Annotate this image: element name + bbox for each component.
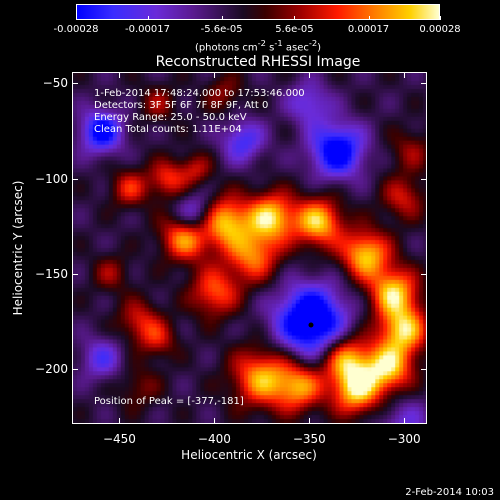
y-tick-mark bbox=[421, 83, 427, 85]
colorbar-tick-label: -5.6e-05 bbox=[200, 24, 243, 35]
info-clean-counts: Clean Total counts: 1.11E+04 bbox=[94, 124, 242, 135]
y-tick-mark bbox=[72, 83, 78, 85]
plot-area bbox=[72, 72, 427, 424]
y-tick-mark bbox=[72, 368, 78, 370]
y-tick-label: −200 bbox=[35, 361, 68, 376]
x-tick-label: −400 bbox=[197, 432, 231, 446]
colorbar-tick-label: 0.00028 bbox=[419, 24, 461, 35]
x-tick-mark bbox=[119, 418, 121, 424]
colorbar-tick-mark bbox=[368, 16, 370, 20]
y-axis-title: Heliocentric Y (arcsec) bbox=[11, 180, 25, 316]
info-detectors: Detectors: 3F 5F 6F 7F 8F 9F, Att 0 bbox=[94, 100, 269, 111]
colorbar-tick-mark bbox=[440, 16, 441, 20]
heatmap-image bbox=[73, 73, 426, 423]
info-time-range: 1-Feb-2014 17:48:24.000 to 17:53:46.000 bbox=[94, 88, 305, 99]
y-tick-label: −150 bbox=[35, 266, 68, 281]
colorbar-tick-label: -0.00017 bbox=[125, 24, 170, 35]
colorbar-tick-mark bbox=[294, 16, 296, 20]
x-tick-mark bbox=[119, 72, 121, 78]
plot-title: Reconstructed RHESSI Image bbox=[155, 54, 361, 70]
x-tick-label: −300 bbox=[387, 432, 421, 446]
x-tick-mark bbox=[309, 418, 311, 424]
colorbar-tick-mark bbox=[76, 16, 77, 20]
x-tick-mark bbox=[214, 72, 216, 78]
colorbar-tick-label: -0.00028 bbox=[53, 24, 99, 35]
y-tick-mark bbox=[421, 178, 427, 180]
colorbar-units: (photons cm-2 s-1 asec-2) bbox=[194, 38, 322, 54]
y-tick-label: −50 bbox=[42, 76, 68, 91]
x-tick-label: −450 bbox=[102, 432, 136, 446]
peak-marker bbox=[308, 322, 314, 328]
colorbar-tick-mark bbox=[147, 16, 149, 20]
y-tick-mark bbox=[421, 368, 427, 370]
colorbar-tick-label: 5.6e-05 bbox=[275, 24, 314, 35]
x-tick-mark bbox=[404, 72, 406, 78]
x-tick-mark bbox=[404, 418, 406, 424]
colorbar-tick-label: 0.00017 bbox=[347, 24, 390, 35]
x-axis-title: Heliocentric X (arcsec) bbox=[181, 448, 317, 462]
info-peak-position: Position of Peak = [-377,-181] bbox=[94, 396, 244, 407]
y-tick-mark bbox=[72, 178, 78, 180]
info-energy-range: Energy Range: 25.0 - 50.0 keV bbox=[94, 112, 247, 123]
colorbar bbox=[76, 4, 440, 20]
colorbar-tick-mark bbox=[221, 16, 223, 20]
y-tick-label: −100 bbox=[35, 171, 68, 186]
x-tick-mark bbox=[309, 72, 311, 78]
footer-date: 2-Feb-2014 10:03 bbox=[405, 487, 494, 498]
x-tick-label: −350 bbox=[292, 432, 326, 446]
x-tick-mark bbox=[214, 418, 216, 424]
y-tick-mark bbox=[421, 273, 427, 275]
y-tick-mark bbox=[72, 273, 78, 275]
